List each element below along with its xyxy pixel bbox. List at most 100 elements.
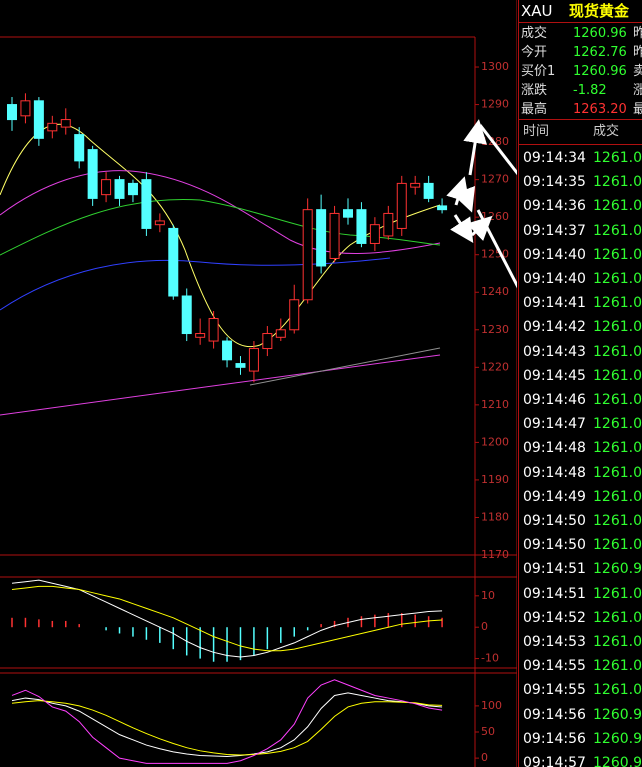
candle-body [127, 182, 138, 196]
quote-label: 最高 [521, 102, 548, 117]
y-tick-label: 0 [481, 620, 488, 633]
candle-body [181, 295, 192, 335]
trade-price: 1260.9 [593, 730, 642, 747]
indicator-line [11, 585, 443, 652]
y-tick-label: 50 [481, 725, 495, 738]
y-tick-label: 1180 [481, 510, 509, 523]
trade-time: 09:14:50 [523, 513, 586, 529]
y-tick-label: 0 [481, 751, 488, 764]
trade-time: 09:14:48 [523, 440, 586, 457]
trade-price: 1261.0 [593, 150, 642, 166]
trade-price: 1261.0 [593, 464, 642, 481]
kdj [11, 679, 443, 764]
trade-price: 1260.9 [593, 561, 642, 578]
y-tick-label: 1270 [481, 173, 509, 186]
y-tick-label: 10 [481, 589, 495, 602]
candle-body [329, 212, 340, 259]
instrument-name: 现货黄金 [569, 2, 630, 20]
y-tick-label: 1210 [481, 398, 509, 411]
candle-body [33, 100, 44, 139]
y-tick-label: 1300 [481, 60, 509, 73]
candle-body [101, 179, 112, 196]
col-header: 时间 [523, 124, 550, 139]
quote-value: 1262.76 [573, 45, 627, 60]
candle-body [168, 227, 179, 297]
trade-row: 09:14:51 1261.0 [519, 582, 642, 606]
trade-time: 09:14:52 [523, 609, 586, 626]
quote-value: 1260.96 [573, 26, 627, 41]
trade-time: 09:14:40 [523, 246, 586, 263]
trade-time: 09:14:53 [523, 634, 586, 650]
quote-row: 成交 1260.96 昨 [519, 24, 642, 43]
trades-header: 时间 成交 [519, 119, 642, 145]
macd [11, 579, 443, 662]
candle-body [87, 149, 98, 199]
trade-time: 09:14:49 [523, 488, 586, 505]
trade-price: 1261.0 [593, 271, 642, 287]
y-tick-label: 1280 [481, 135, 509, 148]
trade-row: 09:14:41 1261.0 [519, 291, 642, 315]
quote-value: -1.82 [573, 83, 607, 98]
trade-time: 09:14:47 [523, 416, 586, 433]
trade-price: 1261.0 [593, 585, 642, 602]
candle-body [154, 220, 165, 226]
quote-row: 最高 1263.20 最 [519, 100, 642, 119]
trade-price: 1260.9 [593, 755, 642, 767]
quote-row: 买价1 1260.96 卖 [519, 62, 642, 81]
candle-body [222, 340, 233, 361]
indicator-line [11, 679, 443, 764]
trade-row: 09:14:55 1261.0 [519, 654, 642, 678]
trade-time: 09:14:36 [523, 198, 586, 215]
quote-value: 1263.20 [573, 102, 627, 117]
frame [0, 0, 517, 767]
trade-price: 1261.0 [593, 367, 642, 384]
y-tick-label: 1190 [481, 473, 509, 486]
y-tick-label: 1290 [481, 98, 509, 111]
trade-row: 09:14:47 1261.0 [519, 412, 642, 436]
candle-body [343, 209, 353, 218]
trade-time: 09:14:51 [523, 561, 586, 578]
quote-value: 1260.96 [573, 64, 627, 79]
trade-time: 09:14:55 [523, 682, 586, 699]
candle-body [275, 329, 286, 338]
quote-label: 涨跌 [521, 83, 548, 98]
trade-time: 09:14:56 [523, 706, 586, 723]
trade-row: 09:14:52 1261.0 [519, 606, 642, 630]
trade-row: 09:14:43 1261.0 [519, 340, 642, 364]
candle-body [60, 119, 71, 128]
trade-time: 09:14:35 [523, 174, 586, 191]
trade-row: 09:14:51 1260.9 [519, 557, 642, 581]
trade-price: 1261.0 [593, 295, 642, 312]
candle-body [7, 104, 17, 121]
candle-body [369, 224, 380, 244]
candle-body [423, 182, 434, 199]
trade-price: 1261.0 [593, 343, 642, 360]
y-tick-label: 1220 [481, 360, 509, 373]
trade-price: 1261.0 [593, 682, 642, 699]
candle-body [410, 182, 421, 188]
trade-row: 09:14:36 1261.0 [519, 194, 642, 218]
candle-body [235, 363, 246, 368]
candle-body [262, 333, 273, 350]
trade-row: 09:14:55 1261.0 [519, 678, 642, 702]
trade-time: 09:14:45 [523, 367, 586, 384]
candle-body [396, 182, 407, 229]
trade-price: 1261.0 [593, 392, 642, 408]
y-tick-label: 1230 [481, 323, 509, 336]
candle-body [437, 205, 448, 211]
symbol: XAU [521, 2, 553, 20]
trade-price: 1261.0 [593, 246, 642, 263]
trade-time: 09:14:55 [523, 658, 586, 675]
header: XAU 现货黄金 [519, 0, 642, 23]
trade-time: 09:14:42 [523, 319, 586, 336]
trade-time: 09:14:40 [523, 271, 586, 287]
trade-price: 1261.0 [593, 537, 642, 554]
trade-price: 1261.0 [593, 416, 642, 433]
candle-body [316, 209, 327, 267]
trade-price: 1261.0 [593, 513, 642, 529]
trade-price: 1260.9 [593, 706, 642, 723]
trade-time: 09:14:51 [523, 585, 586, 602]
trade-row: 09:14:56 1260.9 [519, 703, 642, 727]
y-tick-label: 1200 [481, 435, 509, 448]
